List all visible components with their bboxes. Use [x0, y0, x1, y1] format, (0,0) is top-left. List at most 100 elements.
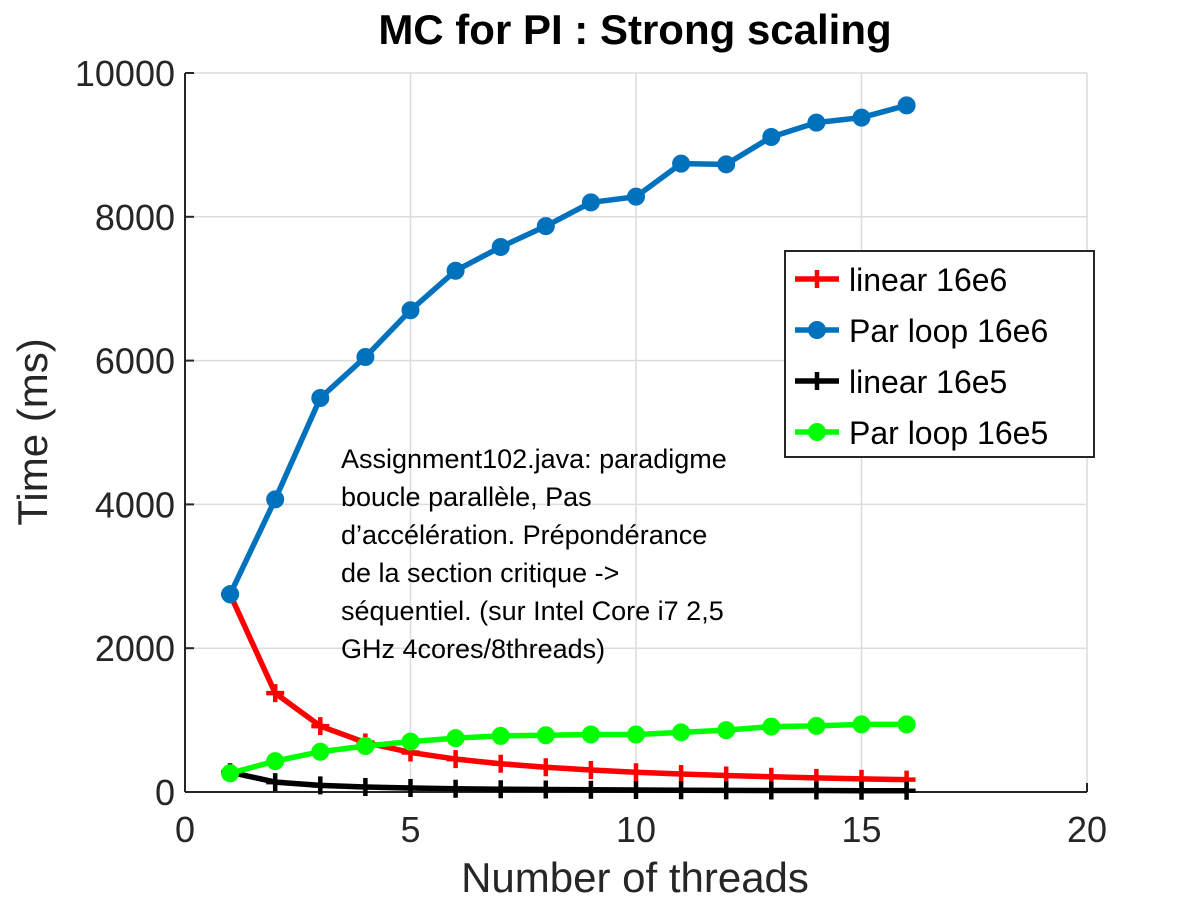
data-point	[852, 108, 871, 127]
data-point	[581, 760, 600, 779]
data-point	[717, 781, 736, 800]
data-point	[221, 585, 240, 604]
data-point	[266, 684, 285, 703]
data-point	[446, 729, 465, 748]
axes: 0 5 10 15 20 0 2000 4000 6000 8000 10000	[75, 53, 1107, 850]
data-point	[672, 154, 691, 173]
data-point	[672, 765, 691, 784]
data-point	[491, 780, 510, 799]
data-point	[627, 763, 645, 782]
legend-marker	[808, 423, 826, 441]
annotation-line: de la section critique ->	[341, 558, 619, 588]
data-point	[897, 96, 916, 115]
y-tick-label: 0	[155, 772, 175, 813]
data-point	[536, 217, 555, 236]
legend-label: linear 16e6	[849, 262, 1007, 298]
data-point	[266, 490, 285, 509]
data-point	[266, 773, 285, 792]
legend-box	[784, 250, 1095, 458]
data-point	[446, 750, 465, 769]
annotation-line: Assignment102.java: paradigme	[341, 444, 727, 474]
series-line	[227, 769, 910, 794]
legend-item: linear 16e6	[795, 262, 1007, 298]
x-tick-label: 15	[841, 809, 881, 850]
series-line	[227, 102, 910, 598]
data-point	[536, 780, 555, 799]
series-line	[227, 591, 910, 783]
data-point	[627, 187, 645, 206]
annotation: Assignment102.java: paradigme boucle para…	[341, 444, 727, 664]
legend-item: Par loop 16e6	[795, 313, 1048, 349]
data-point	[491, 237, 510, 256]
y-axis-label: Time (ms)	[9, 338, 56, 525]
legend-label: Par loop 16e6	[849, 313, 1048, 349]
data-point	[491, 726, 510, 745]
data-point	[581, 780, 600, 799]
legend-marker	[808, 270, 826, 288]
data-point	[581, 725, 600, 744]
legend-label: Par loop 16e5	[849, 415, 1048, 451]
series-layer	[221, 96, 916, 800]
data-point	[672, 781, 691, 800]
data-point	[311, 717, 330, 736]
data-point	[536, 726, 555, 745]
data-point	[266, 752, 285, 771]
data-point	[356, 736, 375, 755]
data-point	[672, 723, 691, 742]
data-point	[807, 716, 826, 735]
data-point	[221, 764, 240, 783]
series-line	[227, 721, 910, 777]
data-point	[401, 779, 420, 798]
data-point	[807, 781, 826, 800]
legend-item: linear 16e5	[795, 364, 1007, 400]
data-point	[491, 754, 510, 773]
series-par-loop-16e5	[221, 715, 916, 783]
legend-label: linear 16e5	[849, 364, 1007, 400]
annotation-line: séquentiel. (sur Intel Core i7 2,5	[341, 596, 724, 626]
data-point	[762, 781, 781, 800]
chart-title: MC for PI : Strong scaling	[378, 6, 891, 53]
legend-marker	[808, 372, 826, 390]
data-point	[762, 717, 781, 736]
data-point	[897, 781, 916, 800]
data-point	[356, 348, 375, 367]
data-point	[852, 781, 871, 800]
x-tick-label: 10	[616, 809, 656, 850]
data-point	[897, 715, 916, 734]
x-axis-label: Number of threads	[461, 854, 809, 900]
y-tick-label: 10000	[75, 53, 175, 94]
data-point	[401, 732, 420, 751]
y-tick-label: 4000	[95, 484, 175, 525]
data-point	[627, 725, 645, 744]
data-point	[852, 715, 871, 734]
data-point	[446, 779, 465, 798]
data-point	[581, 193, 600, 212]
data-point	[401, 301, 420, 320]
data-point	[356, 778, 375, 797]
data-point	[762, 127, 781, 146]
y-tick-label: 2000	[95, 628, 175, 669]
x-tick-label: 5	[400, 809, 420, 850]
annotation-line: boucle parallèle, Pas	[341, 482, 592, 512]
annotation-line: d’accélération. Prépondérance	[341, 520, 707, 550]
data-point	[311, 742, 330, 761]
data-point	[807, 113, 826, 132]
annotation-line: GHz 4cores/8threads)	[341, 634, 605, 664]
data-point	[536, 758, 555, 777]
series-linear-16e6	[221, 585, 916, 789]
legend-marker	[808, 321, 826, 339]
x-tick-label: 0	[175, 809, 195, 850]
data-point	[717, 721, 736, 740]
data-point	[311, 776, 330, 795]
x-tick-label: 20	[1067, 809, 1107, 850]
data-point	[717, 155, 736, 174]
legend: linear 16e6 Par loop 16e6 linear 16e5 Par l…	[784, 250, 1095, 458]
y-tick-label: 8000	[95, 197, 175, 238]
data-point	[311, 388, 330, 407]
y-tick-label: 6000	[95, 341, 175, 382]
data-point	[446, 261, 465, 280]
legend-item: Par loop 16e5	[795, 415, 1048, 451]
data-point	[627, 780, 645, 799]
